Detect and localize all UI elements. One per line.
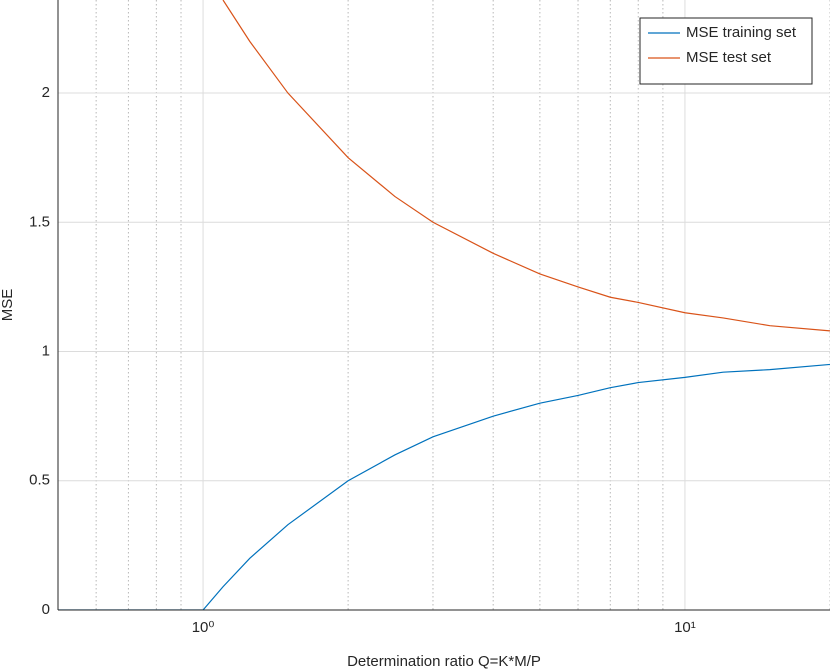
legend: MSE training set MSE test set — [639, 17, 813, 85]
x-axis-label: Determination ratio Q=K*M/P — [347, 653, 541, 670]
x-tick-label: 10⁰ — [192, 619, 215, 636]
labels: 10⁰ 10¹ 0 0.5 1 1.5 2 — [29, 84, 696, 636]
series-line — [58, 363, 830, 610]
legend-box — [639, 17, 813, 85]
series-line — [222, 0, 830, 332]
y-tick-label: 0.5 — [29, 472, 50, 489]
y-tick-label: 2 — [42, 84, 50, 101]
y-tick-label: 1 — [42, 342, 50, 359]
plot-area — [58, 0, 830, 610]
x-tick-label: 10¹ — [674, 619, 696, 636]
y-tick-label: 1.5 — [29, 213, 50, 230]
y-axis-label: MSE — [0, 289, 16, 322]
legend-label: MSE test set — [686, 49, 772, 66]
lines — [58, 0, 830, 610]
y-tick-label: 0 — [42, 601, 50, 618]
legend-label: MSE training set — [686, 24, 797, 41]
